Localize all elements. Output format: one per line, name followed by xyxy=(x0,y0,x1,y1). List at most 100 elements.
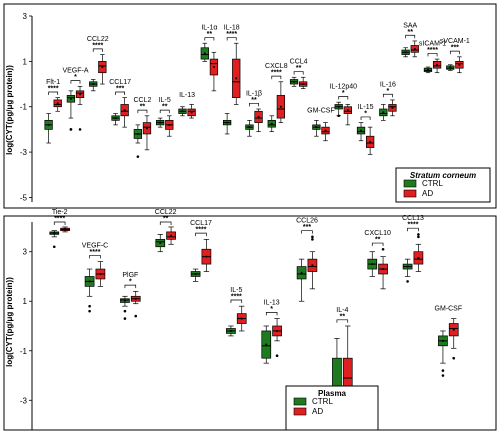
ctrl-mean-marker xyxy=(136,133,139,135)
significance-label: **** xyxy=(226,31,237,38)
ctrl-outlier xyxy=(406,280,409,283)
ctrl-mean-marker xyxy=(53,232,56,235)
ad-mean-marker xyxy=(311,264,314,267)
ctrl-mean-marker xyxy=(449,66,452,69)
ctrl-outlier xyxy=(69,128,73,131)
significance-label: **** xyxy=(408,222,419,229)
legend-swatch-ctrl xyxy=(403,179,417,188)
ctrl-mean-marker xyxy=(159,242,162,244)
cytokine-label: IL-15 xyxy=(358,104,374,111)
cytokine-group: ****IL-5 xyxy=(226,287,247,337)
ctrl-outlier xyxy=(337,114,341,118)
ctrl-outlier xyxy=(88,309,91,313)
ctrl-mean-marker xyxy=(337,105,340,108)
cytokine-group: ****sICAM-1 xyxy=(419,40,446,74)
significance-label: ** xyxy=(340,313,346,320)
cytokine-label: IL-13 xyxy=(264,299,280,306)
cytokine-group: **IL-1β xyxy=(245,90,263,137)
ctrl-mean-marker xyxy=(315,126,318,129)
ad-mean-marker xyxy=(79,93,81,96)
cytokine-group: **IL-1α xyxy=(200,25,219,92)
cytokine-group: **CCL4 xyxy=(290,59,308,89)
ad-mean-marker xyxy=(452,328,455,331)
ad-mean-marker xyxy=(382,268,384,270)
cytokine-group: GM-CSF xyxy=(307,108,335,142)
ctrl-outlier xyxy=(52,245,56,249)
ad-outlier xyxy=(417,235,420,239)
significance-bracket xyxy=(382,93,393,98)
ctrl-outlier xyxy=(123,317,127,320)
cytokine-group: **CCL22 xyxy=(155,209,177,253)
cytokine-group: *IL-12p40 xyxy=(329,84,357,126)
ad-mean-marker xyxy=(413,47,416,50)
significance-label: * xyxy=(387,88,390,95)
significance-bracket xyxy=(48,91,59,95)
panel-frame xyxy=(3,3,497,209)
ctrl-mean-marker xyxy=(371,263,374,265)
ctrl-mean-marker xyxy=(70,97,72,100)
ctrl-mean-marker xyxy=(270,122,273,125)
cytokine-label: CCL17 xyxy=(109,79,131,86)
ad-mean-marker xyxy=(190,111,193,114)
cytokine-label: IL-18 xyxy=(224,25,240,32)
significance-bracket xyxy=(407,227,419,232)
legend-swatch-ad xyxy=(293,407,307,416)
y-axis-label: log(CYT(pg/μg protein)) xyxy=(5,65,14,155)
ctrl-mean-marker xyxy=(406,265,409,268)
cytokine-label: CCL17 xyxy=(190,220,212,227)
cytokine-group: *VEGF-A xyxy=(62,68,89,131)
significance-bracket xyxy=(115,91,126,95)
significance-bracket xyxy=(293,71,304,75)
significance-label: **** xyxy=(196,227,207,234)
ad-outlier xyxy=(452,356,456,360)
ad-mean-marker xyxy=(99,273,102,275)
significance-bracket xyxy=(53,221,66,225)
significance-label: *** xyxy=(303,224,311,231)
ctrl-mean-marker xyxy=(265,343,268,346)
ctrl-outlier xyxy=(441,369,445,372)
y-tick-label: -1 xyxy=(20,347,28,356)
cytokine-group: ****Tie-2 xyxy=(49,209,70,249)
ad-mean-marker xyxy=(458,63,461,66)
cytokine-label: CCL22 xyxy=(87,36,109,43)
significance-label: **** xyxy=(427,47,438,54)
cytokine-label: sICAM-1 xyxy=(419,40,446,47)
ad-mean-marker xyxy=(324,129,327,132)
cytokine-label: CCL2 xyxy=(133,97,151,104)
significance-bracket xyxy=(338,96,349,100)
ad-outlier xyxy=(381,247,385,251)
ctrl-mean-marker xyxy=(230,330,232,332)
cytokine-group: **SAA xyxy=(401,22,419,58)
legend-label-ctrl: CTRL xyxy=(312,397,333,406)
y-tick-label: -3 xyxy=(20,396,28,405)
cytokine-group: GM-CSF xyxy=(435,305,462,377)
cytokine-group: ****CCL17 xyxy=(190,220,212,282)
cytokine-label: VEGF-A xyxy=(62,68,88,75)
ctrl-mean-marker xyxy=(88,280,91,283)
cytokine-label: PlGF xyxy=(122,272,138,279)
legend-swatch-ad xyxy=(403,189,417,198)
ctrl-mean-marker xyxy=(92,83,95,85)
legend-title: Stratum corneum xyxy=(410,171,476,180)
y-tick-label: -3 xyxy=(20,148,28,157)
ctrl-mean-marker xyxy=(248,126,251,129)
significance-label: ** xyxy=(207,31,213,38)
significance-label: **** xyxy=(54,216,65,223)
cytokine-group: *IL-13 xyxy=(261,299,282,364)
ad-mean-marker xyxy=(417,257,420,259)
legend-title: Plasma xyxy=(318,389,347,398)
cytokine-group: ***CCL17 xyxy=(109,79,131,128)
ad-mean-marker xyxy=(391,106,394,109)
significance-label: * xyxy=(342,90,345,97)
ad-mean-marker xyxy=(213,66,215,68)
significance-bracket xyxy=(336,319,349,323)
significance-label: ** xyxy=(251,97,257,104)
ctrl-outlier xyxy=(123,309,127,313)
ctrl-mean-marker xyxy=(47,123,50,126)
significance-bracket xyxy=(70,80,81,84)
ad-mean-marker xyxy=(279,105,282,108)
significance-bracket xyxy=(230,299,243,303)
legend-label-ad: AD xyxy=(312,407,323,416)
ad-outlier xyxy=(417,233,420,236)
